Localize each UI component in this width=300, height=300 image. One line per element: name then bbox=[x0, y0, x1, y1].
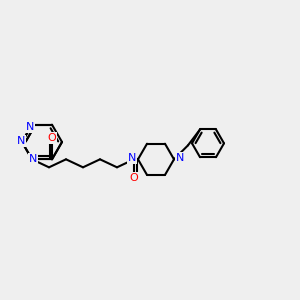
Text: N: N bbox=[176, 153, 184, 163]
Text: N: N bbox=[29, 154, 37, 164]
Text: N: N bbox=[128, 153, 136, 163]
Text: O: O bbox=[130, 173, 138, 183]
Text: N: N bbox=[26, 122, 34, 132]
Text: N: N bbox=[17, 136, 25, 146]
Text: O: O bbox=[48, 133, 56, 143]
